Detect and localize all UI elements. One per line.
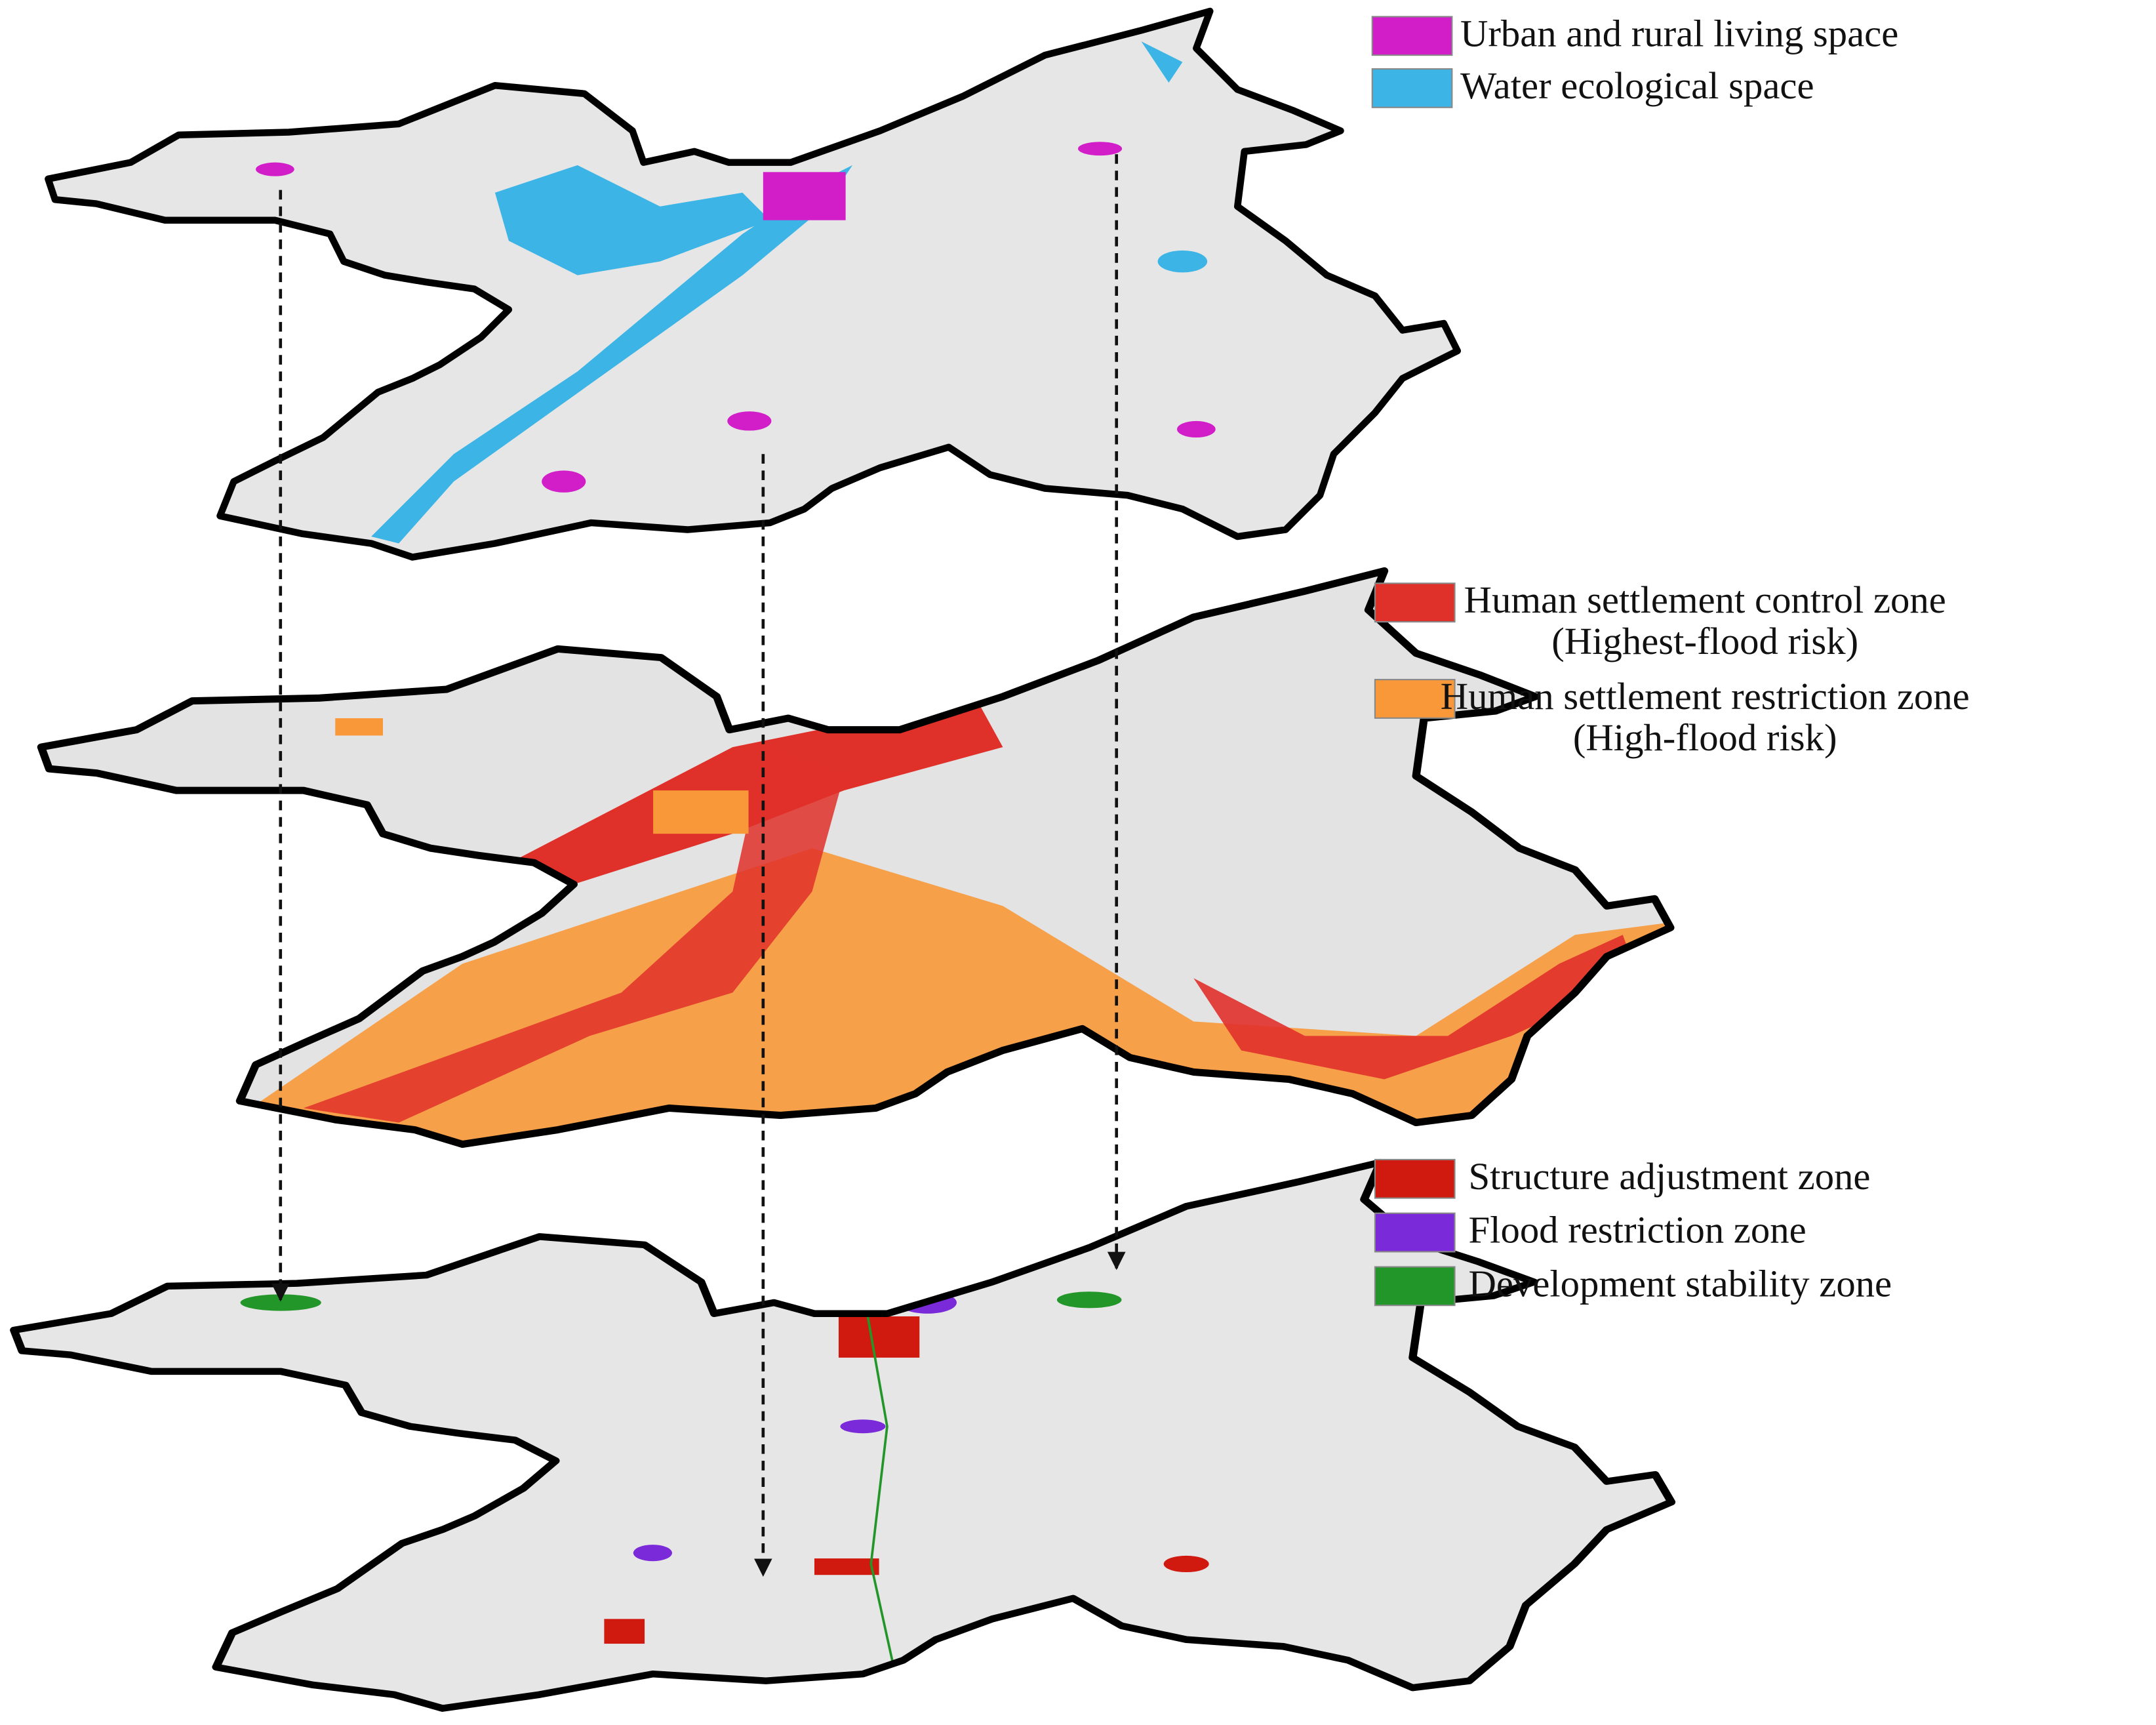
legend-swatch bbox=[1374, 582, 1456, 623]
legend-label: Urban and rural living space bbox=[1460, 12, 1898, 54]
projection-arrows bbox=[271, 154, 1126, 1577]
legends: Urban and rural living space Water ecolog… bbox=[1371, 12, 1970, 1307]
legend-label: Structure adjustment zone bbox=[1469, 1155, 1871, 1198]
map-features bbox=[240, 1227, 1209, 1674]
legend-swatch bbox=[1371, 16, 1453, 56]
legend-note: (Highest-flood risk) bbox=[1551, 620, 1858, 662]
legend-swatch bbox=[1374, 1266, 1456, 1307]
legend-swatch bbox=[1374, 679, 1456, 719]
legend-label: Flood restriction zone bbox=[1469, 1209, 1807, 1251]
legend-note: (High-flood risk) bbox=[1573, 716, 1837, 759]
legend-swatch bbox=[1371, 68, 1453, 108]
legend-swatch bbox=[1374, 1158, 1456, 1199]
map-top bbox=[48, 11, 1457, 557]
map-middle bbox=[41, 571, 1687, 1166]
legend-label: Water ecological space bbox=[1460, 64, 1814, 107]
legend-label: Human settlement control zone bbox=[1464, 578, 1946, 621]
legend-swatch bbox=[1374, 1212, 1456, 1253]
map-features bbox=[256, 41, 1216, 544]
legend-label: Development stability zone bbox=[1469, 1262, 1892, 1305]
legend-label: Human settlement restriction zone bbox=[1441, 675, 1970, 718]
map-bottom bbox=[14, 1162, 1671, 1708]
